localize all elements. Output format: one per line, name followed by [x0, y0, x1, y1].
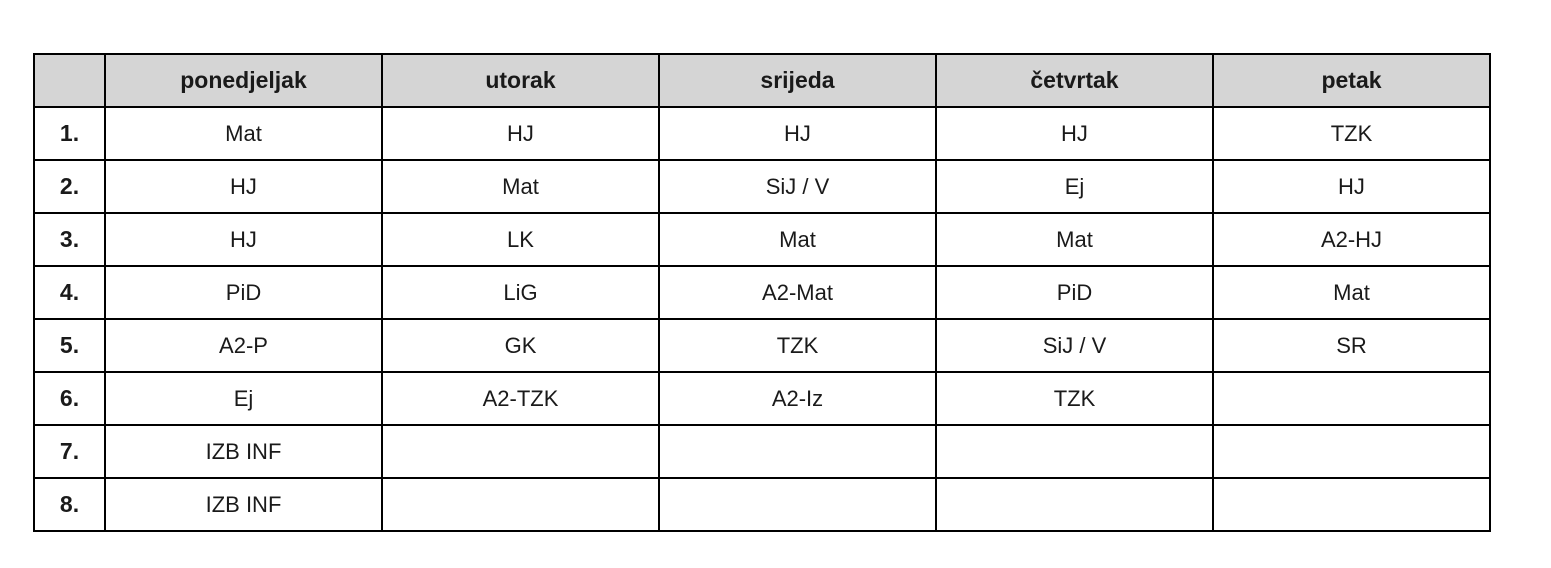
timetable-cell: [658, 424, 937, 479]
period-number: 7.: [33, 424, 106, 479]
timetable-cell: SiJ / V: [935, 318, 1214, 373]
period-number: 4.: [33, 265, 106, 320]
period-number: 8.: [33, 477, 106, 532]
day-header-petak: petak: [1212, 53, 1491, 108]
timetable-cell: SiJ / V: [658, 159, 937, 214]
timetable-cell: IZB INF: [104, 424, 383, 479]
timetable-cell: HJ: [104, 159, 383, 214]
timetable-cell: PiD: [104, 265, 383, 320]
timetable-cell: IZB INF: [104, 477, 383, 532]
timetable-cell: A2-HJ: [1212, 212, 1491, 267]
timetable-cell: Mat: [104, 106, 383, 161]
corner-cell: [33, 53, 106, 108]
timetable-cell: LiG: [381, 265, 660, 320]
timetable-cell: A2-TZK: [381, 371, 660, 426]
period-number: 2.: [33, 159, 106, 214]
period-number: 3.: [33, 212, 106, 267]
timetable-cell: HJ: [658, 106, 937, 161]
timetable-cell: Ej: [935, 159, 1214, 214]
timetable-cell: HJ: [381, 106, 660, 161]
table-row: 8. IZB INF: [33, 477, 1491, 532]
table-row: 2. HJ Mat SiJ / V Ej HJ: [33, 159, 1491, 214]
table-row: 1. Mat HJ HJ HJ TZK: [33, 106, 1491, 161]
timetable-cell: GK: [381, 318, 660, 373]
timetable-cell: TZK: [658, 318, 937, 373]
timetable-cell: TZK: [1212, 106, 1491, 161]
timetable-cell: Mat: [1212, 265, 1491, 320]
period-number: 5.: [33, 318, 106, 373]
timetable-cell: Mat: [935, 212, 1214, 267]
timetable-cell: [935, 477, 1214, 532]
timetable-cell: [381, 477, 660, 532]
timetable-cell: A2-P: [104, 318, 383, 373]
timetable-cell: A2-Iz: [658, 371, 937, 426]
timetable-cell: LK: [381, 212, 660, 267]
day-header-utorak: utorak: [381, 53, 660, 108]
timetable-cell: Ej: [104, 371, 383, 426]
header-row: ponedjeljak utorak srijeda četvrtak peta…: [33, 53, 1491, 108]
timetable-cell: SR: [1212, 318, 1491, 373]
day-header-cetvrtak: četvrtak: [935, 53, 1214, 108]
period-number: 1.: [33, 106, 106, 161]
timetable-cell: Mat: [658, 212, 937, 267]
table-row: 7. IZB INF: [33, 424, 1491, 479]
timetable-cell: HJ: [1212, 159, 1491, 214]
timetable-cell: [1212, 424, 1491, 479]
timetable-cell: PiD: [935, 265, 1214, 320]
timetable: ponedjeljak utorak srijeda četvrtak peta…: [33, 53, 1491, 532]
timetable-cell: A2-Mat: [658, 265, 937, 320]
period-number: 6.: [33, 371, 106, 426]
timetable-cell: Mat: [381, 159, 660, 214]
timetable-cell: [1212, 477, 1491, 532]
timetable-cell: TZK: [935, 371, 1214, 426]
timetable-cell: HJ: [104, 212, 383, 267]
table-row: 3. HJ LK Mat Mat A2-HJ: [33, 212, 1491, 267]
table-row: 6. Ej A2-TZK A2-Iz TZK: [33, 371, 1491, 426]
table-row: 5. A2-P GK TZK SiJ / V SR: [33, 318, 1491, 373]
day-header-srijeda: srijeda: [658, 53, 937, 108]
timetable-cell: HJ: [935, 106, 1214, 161]
table-row: 4. PiD LiG A2-Mat PiD Mat: [33, 265, 1491, 320]
timetable-cell: [1212, 371, 1491, 426]
timetable-cell: [381, 424, 660, 479]
day-header-ponedjeljak: ponedjeljak: [104, 53, 383, 108]
timetable-cell: [935, 424, 1214, 479]
timetable-cell: [658, 477, 937, 532]
